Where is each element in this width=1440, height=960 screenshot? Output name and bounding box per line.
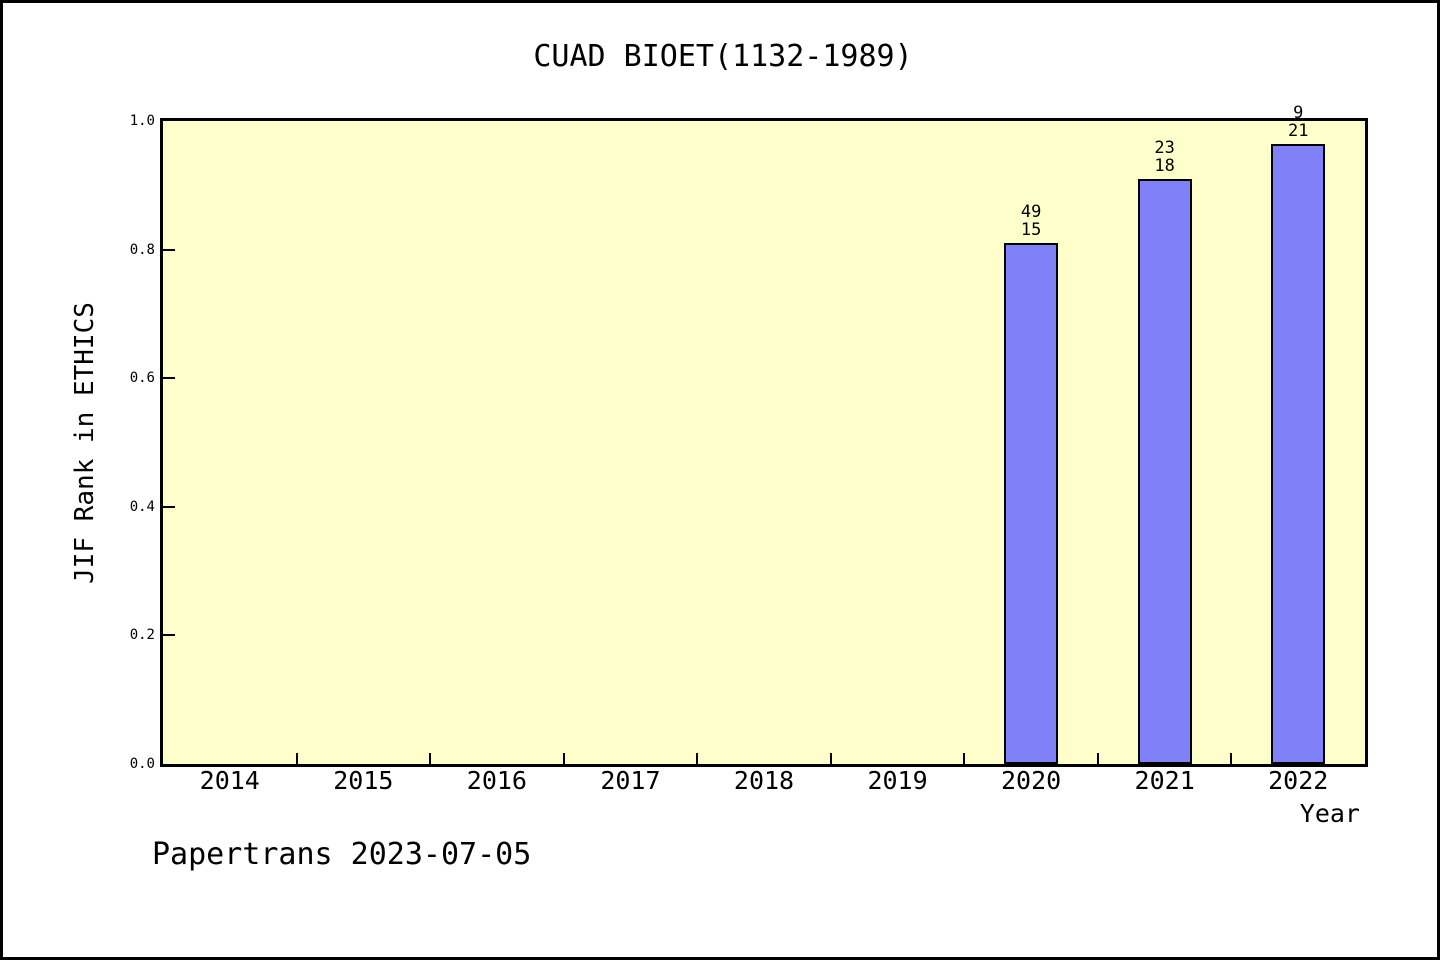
x-tick-mark [562, 753, 565, 764]
x-tick-mark [429, 753, 432, 764]
y-tick-label: 0.0 [129, 756, 155, 772]
y-tick-mark [163, 634, 175, 637]
x-tick-label: 2016 [466, 766, 527, 795]
y-tick-label: 0.6 [129, 370, 155, 387]
bar [1004, 243, 1059, 764]
x-tick-label: 2017 [600, 766, 661, 795]
x-tick-mark [829, 753, 832, 764]
bar-value-label: 23 18 [1154, 138, 1175, 176]
x-tick-label: 2014 [199, 766, 260, 795]
x-tick-mark [1230, 753, 1233, 764]
y-tick-label: 0.2 [129, 627, 155, 644]
bar-value-label: 49 15 [1020, 202, 1042, 240]
x-tick-label: 2021 [1134, 766, 1195, 795]
x-tick-mark [1096, 753, 1099, 764]
x-axis-title: Year [1299, 799, 1360, 828]
x-tick-label: 2015 [333, 766, 394, 795]
bar-value-label: 9 21 [1287, 103, 1309, 141]
y-tick-mark [163, 377, 175, 380]
y-tick-mark [163, 505, 175, 508]
bar [1137, 179, 1192, 764]
x-tick-label: 2020 [1001, 766, 1062, 795]
x-tick-label: 2018 [733, 766, 795, 795]
y-tick-label: 0.4 [129, 498, 155, 515]
chart-title: CUAD BIOET(1132-1989) [533, 39, 913, 74]
y-axis-title: JIF Rank in ETHICS [70, 302, 100, 584]
x-tick-mark [696, 753, 699, 764]
y-tick-label: 0.8 [129, 241, 155, 258]
x-tick-mark [963, 753, 966, 764]
x-tick-label: 2022 [1268, 766, 1329, 795]
bar [1271, 144, 1326, 764]
watermark-text: Papertrans 2023-07-05 [152, 837, 532, 872]
x-tick-mark [295, 753, 298, 764]
y-tick-label: 1.0 [129, 113, 155, 129]
x-tick-label: 2019 [867, 766, 928, 795]
y-tick-mark [163, 248, 175, 251]
